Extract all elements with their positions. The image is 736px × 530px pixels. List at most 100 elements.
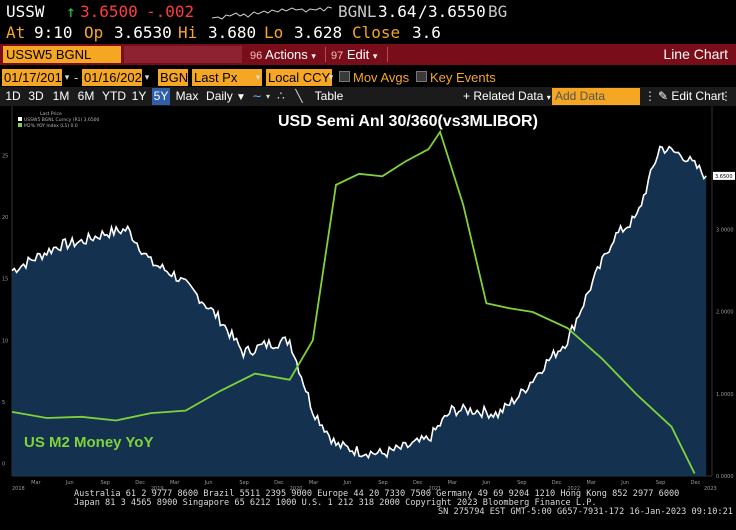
edit-menu[interactable]: 97 Edit ▾ [331, 44, 377, 65]
ask-source: BG [488, 2, 508, 21]
chevron-down-icon: ▾ [372, 51, 378, 61]
range-toolbar: 1D 3D 1M 6M YTD 1Y 5Y Max Daily ▼ ∼ ▾ ∴ … [0, 87, 736, 106]
x-tick-label: Mar [448, 480, 458, 486]
x-tick-label: Mar [309, 480, 319, 486]
footer: Australia 61 2 9777 8600 Brazil 5511 239… [0, 489, 736, 530]
range-1m[interactable]: 1M [52, 89, 70, 103]
range-ytd[interactable]: YTD [102, 89, 126, 103]
x-tick-label: Dec [552, 480, 562, 486]
left-tick-label: 5 [2, 400, 5, 406]
close-value: 3.6 [412, 23, 441, 42]
range-max[interactable]: Max [175, 89, 199, 103]
currency-select[interactable]: Local CCY [266, 69, 332, 86]
chart-inputs-row: 01/17/2018 ▾ - 01/16/2023 ▾ BGNL Last Px… [0, 67, 736, 87]
x-tick-label: Jun [481, 480, 490, 486]
pricing-source-input[interactable]: BGNL [158, 69, 188, 86]
intraday-sparkline [212, 6, 332, 20]
x-tick-label: Jun [620, 480, 629, 486]
up-arrow-icon: ↑ [66, 2, 76, 21]
ticker-symbol: USSW [6, 2, 45, 21]
x-tick-label: Jun [204, 480, 213, 486]
edit-chart-button[interactable]: ✎ Edit Chart [658, 88, 725, 105]
chart-canvas[interactable]: 0 5 10 15 20 25 0.0000 1.0000 2.0000 3.0000 3.6500… [0, 106, 736, 490]
line-chart-icon[interactable]: ∼ [251, 89, 263, 103]
legend-entry: M2% YOY Index (L1) 0.0 [24, 123, 78, 129]
x-year-label: 2018 [12, 486, 25, 490]
function-title: Line Chart [663, 46, 728, 62]
range-3d[interactable]: 3D [28, 89, 44, 103]
mov-avgs-checkbox[interactable] [339, 71, 350, 82]
calendar-dropdown-icon[interactable]: ▾ [64, 72, 70, 82]
price-change: -.002 [146, 2, 195, 21]
range-5y[interactable]: 5Y [152, 88, 170, 105]
x-tick-label: Sep [101, 480, 110, 486]
more-options-icon[interactable]: ⋮ [720, 89, 732, 103]
frequency-select[interactable]: Daily ▼ [204, 88, 248, 105]
security-description-field[interactable] [124, 46, 242, 63]
command-bar: USSW5 BGNL Curncy 96 Actions ▾ 97 Edit ▾… [0, 44, 736, 79]
chevron-down-icon: ▾ [546, 93, 551, 102]
end-date-input[interactable]: 01/16/2023 [82, 69, 142, 86]
swap-rate-area [12, 146, 707, 476]
security-input[interactable]: USSW5 BGNL Curncy [3, 46, 121, 79]
actions-menu-label: Actions [265, 47, 308, 62]
menu-divider [387, 47, 388, 62]
x-tick-label: Mar [587, 480, 597, 486]
footer-contacts-line-1: Australia 61 2 9777 8600 Brazil 5511 239… [74, 489, 680, 499]
start-date-input[interactable]: 01/17/2018 [2, 69, 62, 86]
actions-menu-number: 96 [250, 50, 263, 62]
related-data-menu[interactable]: + Related Data ▾ [463, 88, 551, 105]
crosshair-icon[interactable]: ∴ [277, 89, 285, 103]
left-tick-label: 0 [2, 462, 5, 468]
range-1d[interactable]: 1D [5, 89, 21, 103]
quote-source: BGNL [338, 2, 377, 21]
last-price-marker [713, 171, 735, 180]
chevron-down-icon: ▾ [311, 51, 316, 61]
x-year-label: 2022 [567, 486, 580, 490]
left-tick-label: 15 [2, 277, 8, 283]
legend-swatch [18, 117, 22, 121]
x-tick-label: Jun [343, 480, 352, 486]
plus-icon: + [463, 89, 471, 103]
line-chart: 0 5 10 15 20 25 0.0000 1.0000 2.0000 3.0000 3.6500… [0, 106, 736, 490]
range-6m[interactable]: 6M [77, 89, 95, 103]
x-tick-label: Dec [413, 480, 423, 486]
range-1y[interactable]: 1Y [131, 89, 147, 103]
key-events-checkbox[interactable] [416, 71, 427, 82]
close-label: Close [352, 23, 401, 42]
menu-divider [325, 47, 326, 62]
chevron-down-icon: ▼ [236, 92, 246, 103]
x-tick-label: Dec [135, 480, 145, 486]
bid-price: 3.64 [378, 2, 417, 21]
right-tick-label: 2.0000 [716, 310, 734, 316]
calendar-dropdown-icon[interactable]: ▾ [144, 72, 150, 82]
x-tick-label: Dec [274, 480, 284, 486]
actions-menu[interactable]: 96 Actions ▾ [250, 44, 316, 65]
right-tick-label: 1.0000 [716, 392, 734, 398]
x-tick-label: Mar [170, 480, 180, 486]
chevron-down-icon[interactable]: ▾ [328, 72, 334, 82]
more-options-icon[interactable]: ⋮ [644, 89, 656, 103]
table-button[interactable]: Table [314, 89, 344, 103]
legend-header: Last Price [40, 111, 62, 117]
field-select[interactable]: Last Px [192, 69, 262, 86]
x-year-label: 2019 [151, 486, 164, 490]
key-events-label[interactable]: Key Events [430, 70, 496, 85]
x-year-label: 2020 [290, 486, 303, 490]
last-price: 3.6500 [80, 2, 138, 21]
right-tick-label: 3.0000 [716, 227, 734, 233]
legend-entry: USSW5 BGNL Curncy (R1) 3.6500 [24, 117, 100, 123]
right-tick-label: 0.0000 [716, 474, 734, 480]
x-tick-label: Mar [31, 480, 41, 486]
high-label: Hi [178, 23, 198, 42]
low-value: 3.628 [294, 23, 343, 42]
x-tick-label: Sep [239, 480, 248, 486]
pencil-icon: ✎ [658, 89, 669, 103]
high-value: 3.680 [208, 23, 257, 42]
at-label: At [6, 23, 26, 42]
mov-avgs-label[interactable]: Mov Avgs [353, 70, 410, 85]
add-data-input[interactable]: Add Data [552, 88, 640, 105]
chevron-down-icon[interactable]: ▾ [255, 72, 261, 82]
draw-line-icon[interactable]: ╲ [295, 89, 303, 103]
chevron-down-icon[interactable]: ▾ [265, 92, 270, 101]
